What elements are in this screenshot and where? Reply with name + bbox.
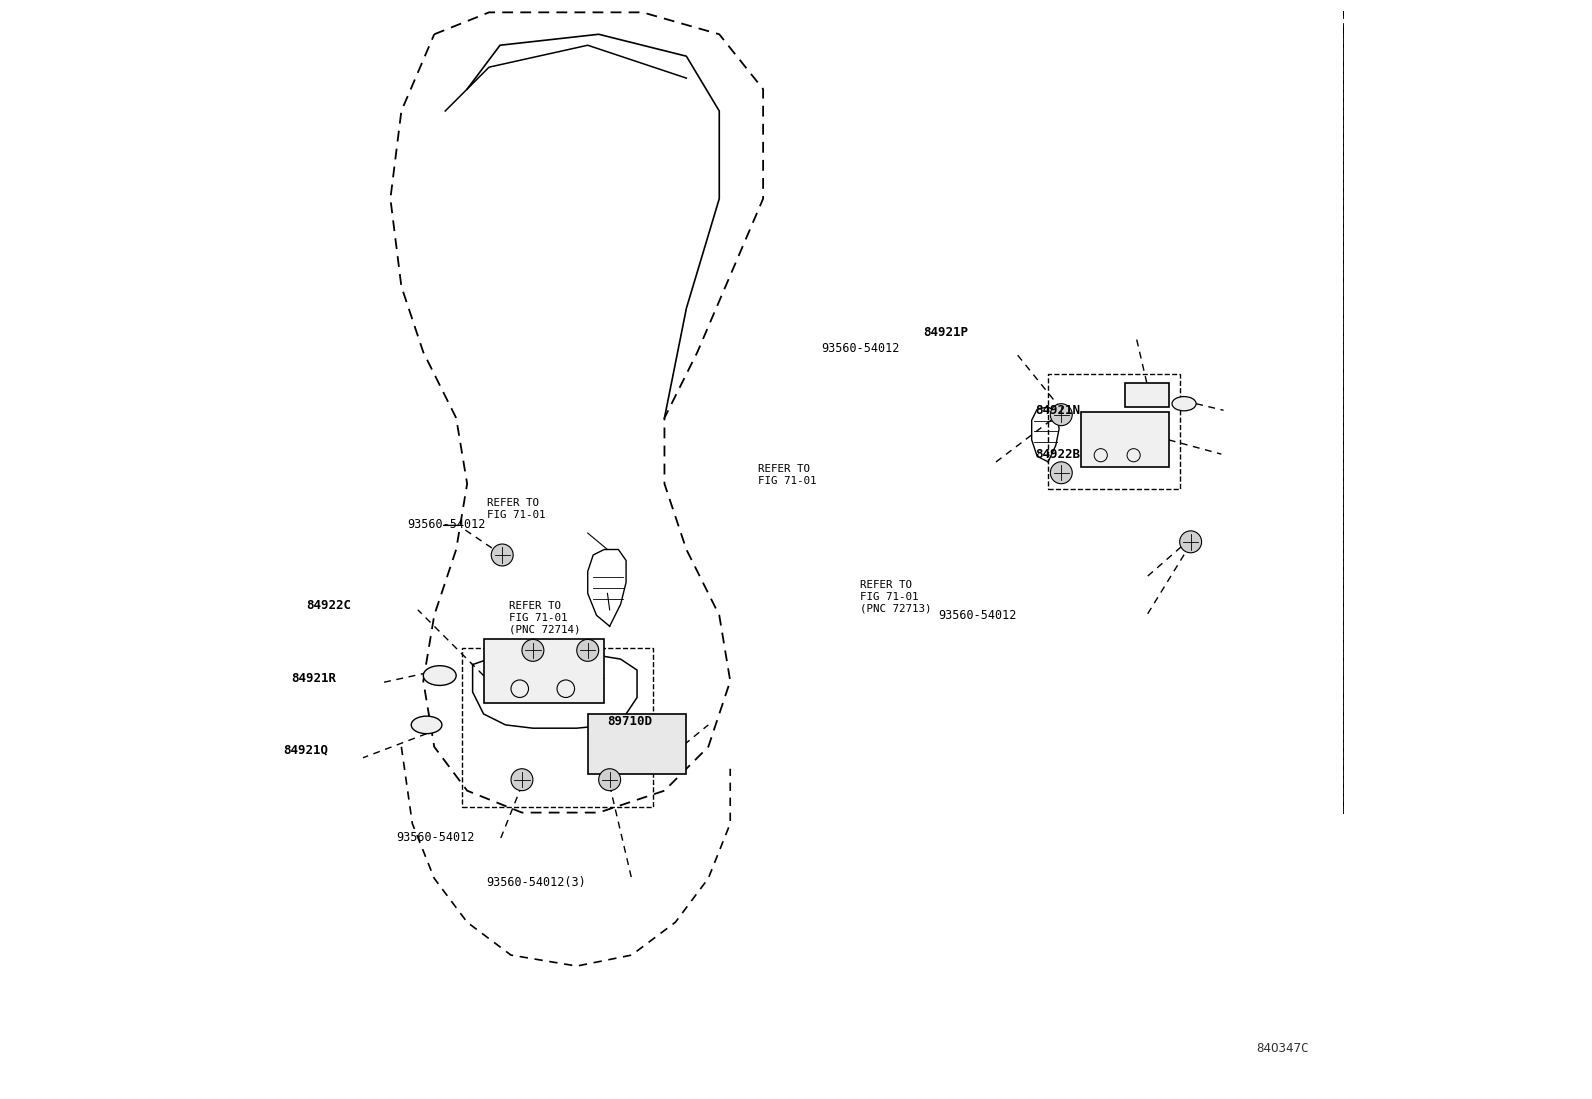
Bar <box>1048 374 1180 489</box>
Circle shape <box>522 640 544 662</box>
Bar <box>1081 412 1169 467</box>
Circle shape <box>1051 403 1073 425</box>
Text: 93560-54012: 93560-54012 <box>939 609 1017 622</box>
Text: 84921R: 84921R <box>291 673 338 686</box>
Text: 84921N: 84921N <box>1035 403 1079 417</box>
Text: 93560-54012: 93560-54012 <box>396 831 474 844</box>
Ellipse shape <box>423 666 457 686</box>
Text: 84922B: 84922B <box>1035 447 1079 460</box>
Circle shape <box>492 544 513 566</box>
Text: 84921P: 84921P <box>923 326 968 338</box>
Circle shape <box>511 768 533 790</box>
Bar <box>587 714 686 774</box>
Circle shape <box>599 768 621 790</box>
Text: 93560-54012(3): 93560-54012(3) <box>486 876 586 889</box>
Bar <box>462 648 653 807</box>
Ellipse shape <box>411 717 443 734</box>
Text: REFER TO
FIG 71-01: REFER TO FIG 71-01 <box>758 464 817 486</box>
Text: REFER TO
FIG 71-01
(PNC 72714): REFER TO FIG 71-01 (PNC 72714) <box>509 601 581 634</box>
Circle shape <box>1051 462 1073 484</box>
Text: 84921Q: 84921Q <box>283 744 328 756</box>
Circle shape <box>1180 531 1202 553</box>
Text: 84O347C: 84O347C <box>1256 1042 1309 1055</box>
Text: REFER TO
FIG 71-01
(PNC 72713): REFER TO FIG 71-01 (PNC 72713) <box>860 580 931 613</box>
Circle shape <box>576 640 599 662</box>
Text: 93560-54012: 93560-54012 <box>821 343 899 355</box>
Text: 89710D: 89710D <box>608 715 653 729</box>
Text: 93560-54012: 93560-54012 <box>408 518 486 531</box>
Bar <box>484 640 603 703</box>
Text: REFER TO
FIG 71-01: REFER TO FIG 71-01 <box>487 498 546 520</box>
Ellipse shape <box>1172 397 1196 411</box>
Text: 84922C: 84922C <box>306 599 350 612</box>
Bar <box>1126 382 1169 407</box>
